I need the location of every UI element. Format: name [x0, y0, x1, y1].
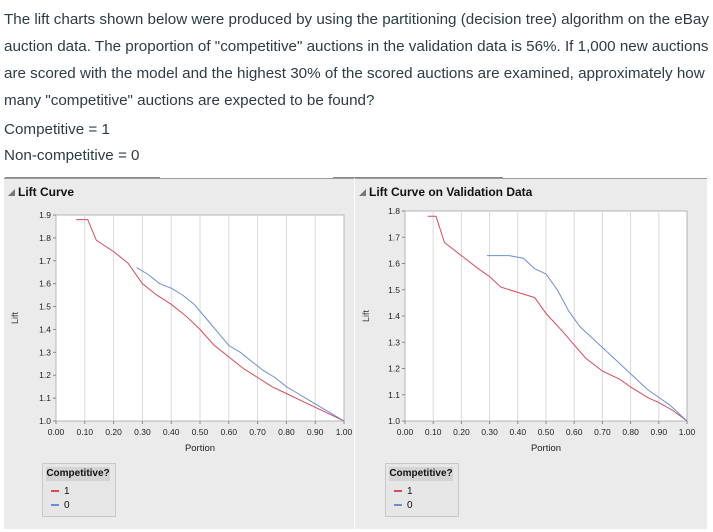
- x-tick-label: 0.30: [481, 427, 498, 437]
- y-tick-label: 1.3: [388, 337, 400, 347]
- definition-competitive: Competitive = 1: [4, 121, 110, 138]
- y-tick-label: 1.8: [39, 233, 51, 243]
- x-tick-label: 0.00: [48, 427, 65, 437]
- x-tick-label: 0.90: [651, 427, 668, 437]
- x-tick-label: 0.60: [221, 427, 238, 437]
- disclosure-triangle-icon[interactable]: [359, 188, 366, 196]
- y-tick-label: 1.2: [388, 364, 400, 374]
- x-tick-label: 0.30: [134, 427, 151, 437]
- x-tick-label: 0.70: [249, 427, 266, 437]
- panel-header[interactable]: Lift Curve on Validation Data: [355, 184, 532, 200]
- y-tick-label: 1.9: [39, 210, 51, 220]
- y-axis-label: Lift: [361, 310, 371, 323]
- series-line-1: [427, 215, 688, 422]
- x-tick-label: 0.80: [278, 427, 295, 437]
- legend-title: Competitive?: [46, 467, 110, 481]
- y-tick-label: 1.4: [39, 324, 51, 334]
- x-tick-label: 0.80: [622, 427, 639, 437]
- x-tick-label: 0.10: [77, 427, 94, 437]
- y-tick-label: 1.6: [388, 259, 400, 269]
- legend-label: 1: [407, 486, 413, 497]
- x-tick-label: 1.00: [336, 427, 353, 437]
- y-tick-label: 1.1: [388, 390, 400, 400]
- x-tick-label: 0.10: [425, 427, 442, 437]
- y-tick-label: 1.3: [39, 347, 51, 357]
- legend-item: 0: [51, 500, 70, 512]
- series-line-0: [486, 255, 688, 422]
- legend-label: 1: [64, 486, 70, 497]
- y-tick-label: 1.1: [39, 393, 51, 403]
- legend-label: 0: [407, 500, 413, 511]
- y-tick-label: 1.6: [39, 279, 51, 289]
- legend: Competitive? 1 0: [42, 463, 116, 517]
- legend-item: 1: [394, 486, 413, 498]
- y-tick-label: 1.5: [39, 302, 51, 312]
- legend-label: 0: [64, 500, 70, 511]
- legend-swatch: [51, 490, 59, 493]
- legend-swatch: [51, 504, 59, 507]
- x-tick-label: 1.00: [679, 427, 696, 437]
- class-definitions: Competitive = 1 Non-competitive = 0: [4, 117, 140, 169]
- panel-title: Lift Curve on Validation Data: [369, 185, 533, 199]
- x-axis-label: Portion: [531, 443, 561, 454]
- lift-curve-panel: Lift Curve 0.00 0.10 0.20 0.30 0.40 0.50 0.60 0…: [4, 178, 354, 529]
- y-tick-label: 1.8: [388, 206, 400, 216]
- legend-item: 1: [51, 486, 70, 498]
- y-tick-label: 1.7: [388, 232, 400, 242]
- legend-title: Competitive?: [389, 467, 453, 481]
- y-axis-label: Lift: [10, 312, 20, 325]
- lift-curve-chart: 0.00 0.10 0.20 0.30 0.40 0.50 0.60 0.70 0.80 0.90…: [10, 210, 353, 454]
- series-line-1: [76, 219, 345, 422]
- legend-item: 0: [394, 500, 413, 512]
- x-tick-label: 0.20: [105, 427, 122, 437]
- legend-swatch: [394, 504, 402, 507]
- y-tick-label: 1.0: [388, 416, 400, 426]
- y-tick-label: 1.5: [388, 285, 400, 295]
- legend-swatch: [394, 490, 402, 493]
- y-tick-label: 1.7: [39, 256, 51, 266]
- x-tick-label: 0.40: [510, 427, 527, 437]
- y-tick-label: 1.2: [39, 370, 51, 380]
- report-divider: [5, 177, 160, 178]
- series-line-0: [136, 267, 345, 422]
- x-tick-label: 0.40: [163, 427, 180, 437]
- x-tick-label: 0.50: [538, 427, 555, 437]
- lift-curve-validation-chart: 0.00 0.10 0.20 0.30 0.40 0.50 0.60 0.70 0.80 0.90…: [361, 206, 696, 454]
- y-tick-label: 1.0: [39, 416, 51, 426]
- x-tick-label: 0.70: [594, 427, 611, 437]
- y-tick-label: 1.4: [388, 311, 400, 321]
- panel-title: Lift Curve: [18, 185, 75, 199]
- x-tick-label: 0.00: [397, 427, 414, 437]
- x-tick-label: 0.90: [307, 427, 324, 437]
- x-tick-label: 0.60: [566, 427, 583, 437]
- report-divider: [333, 177, 503, 178]
- panel-header[interactable]: Lift Curve: [4, 184, 74, 200]
- question-text: The lift charts shown below were produce…: [4, 11, 709, 109]
- x-tick-label: 0.20: [453, 427, 470, 437]
- disclosure-triangle-icon[interactable]: [8, 188, 15, 196]
- x-axis-label: Portion: [185, 443, 215, 454]
- x-tick-label: 0.50: [192, 427, 209, 437]
- lift-curve-validation-panel: Lift Curve on Validation Data 0.00 0.10 0.…: [355, 178, 707, 529]
- definition-non-competitive: Non-competitive = 0: [4, 147, 140, 164]
- legend: Competitive? 1 0: [385, 463, 459, 517]
